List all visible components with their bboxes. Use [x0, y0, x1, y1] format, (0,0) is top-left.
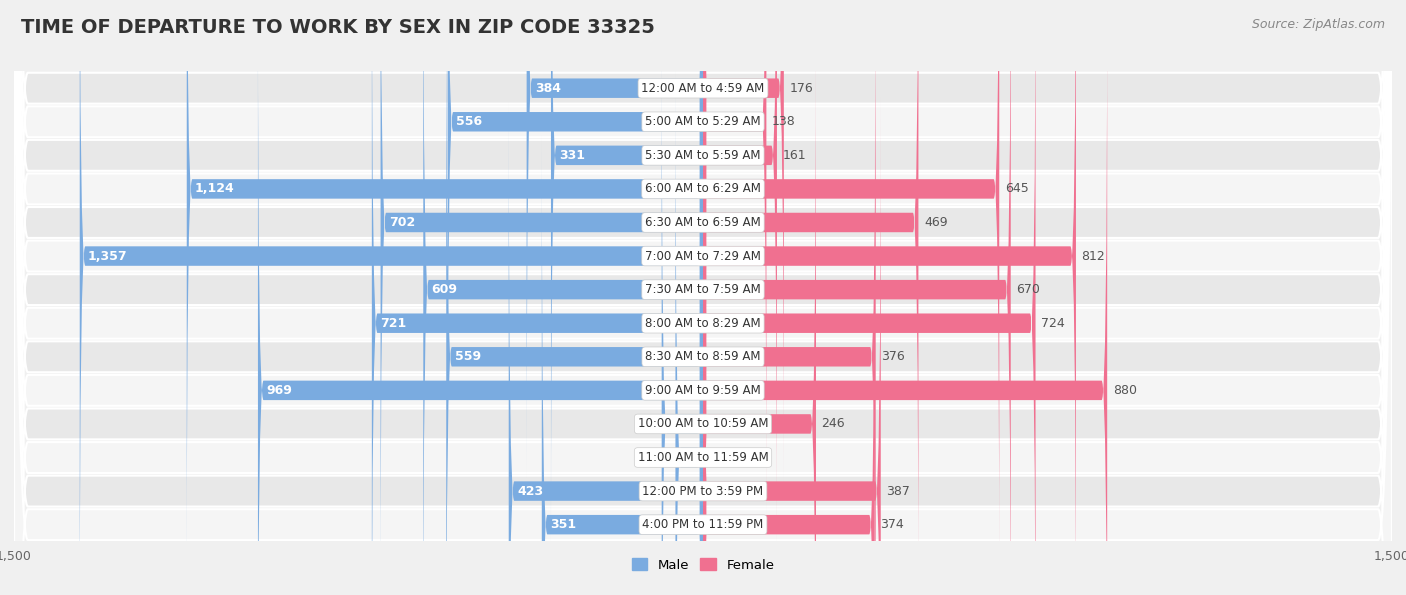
FancyBboxPatch shape — [14, 0, 1392, 595]
FancyBboxPatch shape — [14, 0, 1392, 595]
Text: 384: 384 — [534, 82, 561, 95]
Text: 4:00 PM to 11:59 PM: 4:00 PM to 11:59 PM — [643, 518, 763, 531]
FancyBboxPatch shape — [675, 64, 703, 595]
Text: 331: 331 — [560, 149, 585, 162]
Text: 90: 90 — [640, 418, 657, 430]
Text: 702: 702 — [389, 216, 415, 229]
Text: 559: 559 — [454, 350, 481, 364]
Text: 374: 374 — [880, 518, 904, 531]
Text: 8:30 AM to 8:59 AM: 8:30 AM to 8:59 AM — [645, 350, 761, 364]
FancyBboxPatch shape — [371, 0, 703, 595]
Text: Source: ZipAtlas.com: Source: ZipAtlas.com — [1251, 18, 1385, 31]
Text: 176: 176 — [789, 82, 813, 95]
Text: 6:30 AM to 6:59 AM: 6:30 AM to 6:59 AM — [645, 216, 761, 229]
Text: 0: 0 — [709, 451, 717, 464]
FancyBboxPatch shape — [703, 0, 778, 549]
Text: 8:00 AM to 8:29 AM: 8:00 AM to 8:29 AM — [645, 317, 761, 330]
FancyBboxPatch shape — [527, 0, 703, 481]
Text: 645: 645 — [1005, 183, 1029, 195]
FancyBboxPatch shape — [14, 0, 1392, 595]
FancyBboxPatch shape — [14, 0, 1392, 595]
FancyBboxPatch shape — [703, 0, 1076, 595]
Text: 609: 609 — [432, 283, 457, 296]
FancyBboxPatch shape — [14, 0, 1392, 595]
FancyBboxPatch shape — [703, 0, 1107, 595]
Text: 138: 138 — [772, 115, 796, 129]
Text: 5:30 AM to 5:59 AM: 5:30 AM to 5:59 AM — [645, 149, 761, 162]
FancyBboxPatch shape — [14, 0, 1392, 595]
FancyBboxPatch shape — [14, 0, 1392, 595]
FancyBboxPatch shape — [509, 98, 703, 595]
Text: 7:00 AM to 7:29 AM: 7:00 AM to 7:29 AM — [645, 249, 761, 262]
FancyBboxPatch shape — [446, 0, 703, 595]
Text: 9:00 AM to 9:59 AM: 9:00 AM to 9:59 AM — [645, 384, 761, 397]
FancyBboxPatch shape — [14, 0, 1392, 595]
Text: 721: 721 — [380, 317, 406, 330]
Text: 1,357: 1,357 — [89, 249, 128, 262]
Text: 376: 376 — [882, 350, 905, 364]
FancyBboxPatch shape — [423, 0, 703, 595]
Text: 556: 556 — [456, 115, 482, 129]
Text: 812: 812 — [1081, 249, 1105, 262]
Text: 1,124: 1,124 — [195, 183, 235, 195]
FancyBboxPatch shape — [703, 0, 1011, 595]
Text: 161: 161 — [783, 149, 806, 162]
Text: 5:00 AM to 5:29 AM: 5:00 AM to 5:29 AM — [645, 115, 761, 129]
FancyBboxPatch shape — [703, 0, 1000, 582]
FancyBboxPatch shape — [703, 0, 1036, 595]
FancyBboxPatch shape — [541, 131, 703, 595]
FancyBboxPatch shape — [703, 131, 875, 595]
FancyBboxPatch shape — [257, 0, 703, 595]
Text: 12:00 PM to 3:59 PM: 12:00 PM to 3:59 PM — [643, 484, 763, 497]
FancyBboxPatch shape — [703, 0, 876, 595]
Text: 10:00 AM to 10:59 AM: 10:00 AM to 10:59 AM — [638, 418, 768, 430]
FancyBboxPatch shape — [703, 0, 783, 481]
FancyBboxPatch shape — [14, 0, 1392, 595]
FancyBboxPatch shape — [662, 31, 703, 595]
FancyBboxPatch shape — [14, 0, 1392, 595]
Text: 880: 880 — [1112, 384, 1136, 397]
Text: 670: 670 — [1017, 283, 1040, 296]
FancyBboxPatch shape — [14, 0, 1392, 595]
FancyBboxPatch shape — [551, 0, 703, 549]
FancyBboxPatch shape — [447, 0, 703, 515]
Text: 246: 246 — [821, 418, 845, 430]
Text: 724: 724 — [1040, 317, 1064, 330]
FancyBboxPatch shape — [14, 0, 1392, 595]
FancyBboxPatch shape — [703, 31, 815, 595]
Text: 423: 423 — [517, 484, 543, 497]
Text: 387: 387 — [886, 484, 910, 497]
Text: TIME OF DEPARTURE TO WORK BY SEX IN ZIP CODE 33325: TIME OF DEPARTURE TO WORK BY SEX IN ZIP … — [21, 18, 655, 37]
Text: 469: 469 — [924, 216, 948, 229]
FancyBboxPatch shape — [187, 0, 703, 582]
FancyBboxPatch shape — [80, 0, 703, 595]
Text: 351: 351 — [550, 518, 576, 531]
FancyBboxPatch shape — [381, 0, 703, 595]
FancyBboxPatch shape — [703, 98, 880, 595]
FancyBboxPatch shape — [14, 0, 1392, 595]
Text: 6:00 AM to 6:29 AM: 6:00 AM to 6:29 AM — [645, 183, 761, 195]
FancyBboxPatch shape — [703, 0, 918, 595]
Text: 969: 969 — [266, 384, 292, 397]
Legend: Male, Female: Male, Female — [626, 553, 780, 577]
FancyBboxPatch shape — [14, 0, 1392, 595]
Text: 12:00 AM to 4:59 AM: 12:00 AM to 4:59 AM — [641, 82, 765, 95]
Text: 60: 60 — [654, 451, 669, 464]
Text: 11:00 AM to 11:59 AM: 11:00 AM to 11:59 AM — [638, 451, 768, 464]
Text: 7:30 AM to 7:59 AM: 7:30 AM to 7:59 AM — [645, 283, 761, 296]
FancyBboxPatch shape — [703, 0, 766, 515]
